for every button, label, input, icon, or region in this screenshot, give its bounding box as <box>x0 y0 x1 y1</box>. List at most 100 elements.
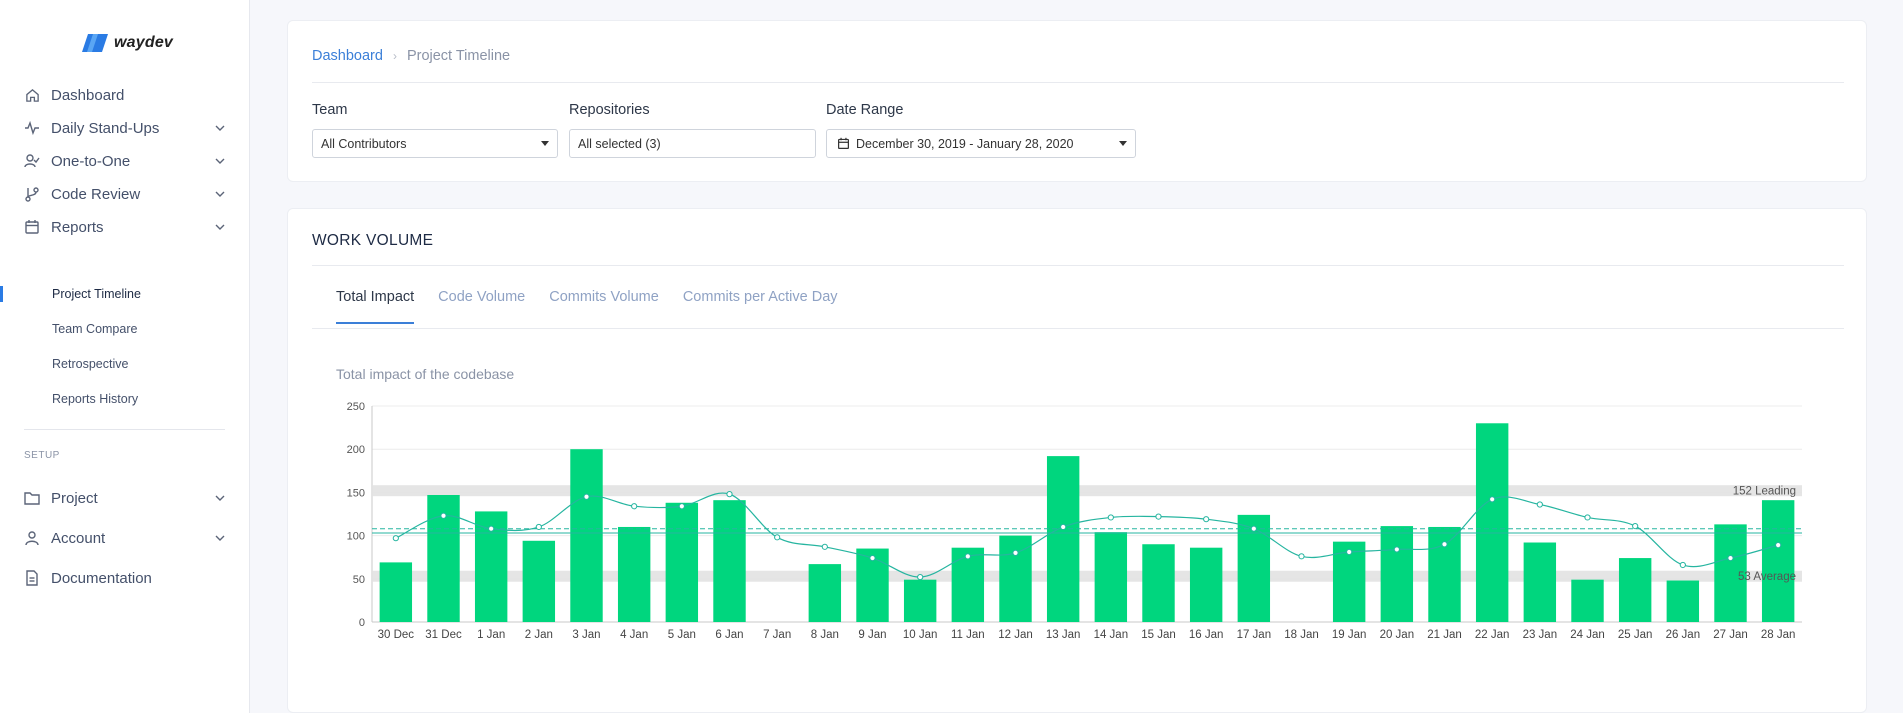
x-tick-label: 23 Jan <box>1523 629 1558 641</box>
sidebar-item-project-timeline[interactable]: Project Timeline <box>52 287 141 301</box>
trend-point <box>774 534 781 541</box>
nav-item-dashboard[interactable]: Dashboard <box>24 80 226 110</box>
nav-label: Dashboard <box>51 86 125 104</box>
calendar-icon <box>24 219 40 235</box>
bar <box>713 500 746 622</box>
y-tick-label: 200 <box>347 444 365 456</box>
y-tick-label: 0 <box>359 617 365 629</box>
breadcrumb-current: Project Timeline <box>406 48 511 64</box>
chevron-down-icon <box>215 158 225 164</box>
team-select[interactable]: All Contributors <box>312 129 558 158</box>
x-tick-label: 22 Jan <box>1475 629 1510 641</box>
sidebar-item-retrospective[interactable]: Retrospective <box>52 357 129 371</box>
nav-item-account[interactable]: Account <box>24 523 226 553</box>
trend-point <box>678 503 685 510</box>
bar <box>1189 547 1223 622</box>
trend-point <box>1775 542 1782 549</box>
nav-label: Daily Stand-Ups <box>51 119 160 137</box>
nav-item-project[interactable]: Project <box>24 483 226 513</box>
caret-down-icon <box>541 141 549 146</box>
bar <box>1761 500 1795 622</box>
waydev-logo-icon <box>82 34 108 52</box>
bar <box>903 579 937 622</box>
tab-code-volume[interactable]: Code Volume <box>438 289 526 305</box>
y-tick-label: 100 <box>347 531 365 543</box>
trend-point <box>392 535 399 542</box>
x-tick-label: 1 Jan <box>477 629 505 641</box>
repositories-select[interactable]: All selected (3) <box>569 129 816 158</box>
team-select-value: All Contributors <box>321 136 407 151</box>
x-tick-label: 10 Jan <box>903 629 938 641</box>
file-text-icon <box>24 570 40 586</box>
user-check-icon <box>24 153 40 169</box>
x-tick-label: 4 Jan <box>620 629 648 641</box>
nav-item-daily-standups[interactable]: Daily Stand-Ups <box>24 113 226 143</box>
trend-point <box>1679 561 1686 569</box>
bar <box>665 502 699 622</box>
trend-point <box>1346 548 1353 556</box>
metric-tabs: Total Impact Code Volume Commits Volume … <box>336 289 838 324</box>
chevron-right-icon: › <box>392 49 397 63</box>
nav-item-documentation[interactable]: Documentation <box>24 563 226 593</box>
total-impact-chart: 0 50 100 150 200 250 152 Leading 53 Average 30 D… <box>347 401 1802 641</box>
chevron-down-icon <box>215 224 225 230</box>
nav-item-reports[interactable]: Reports <box>24 212 226 242</box>
bar <box>1046 456 1080 622</box>
y-tick-label: 250 <box>347 401 365 413</box>
sidebar-item-team-compare[interactable]: Team Compare <box>52 322 138 336</box>
trend-point <box>869 554 876 562</box>
trend-point <box>1489 496 1496 503</box>
nav-item-code-review[interactable]: Code Review <box>24 179 226 209</box>
bar <box>999 535 1032 622</box>
nav-label: Account <box>51 529 106 547</box>
x-tick-label: 25 Jan <box>1618 629 1653 641</box>
tabs-divider <box>312 328 1844 329</box>
app-name: waydev <box>114 34 174 51</box>
nav-item-one-to-one[interactable]: One-to-One <box>24 146 226 176</box>
chevron-down-icon <box>215 125 225 131</box>
tab-commits-per-active-day[interactable]: Commits per Active Day <box>682 289 838 305</box>
chevron-down-icon <box>215 535 225 541</box>
x-tick-label: 3 Jan <box>572 629 600 641</box>
bar <box>951 547 985 622</box>
bar <box>1618 558 1652 622</box>
x-tick-label: 26 Jan <box>1666 629 1701 641</box>
filters-card: Dashboard › Project Timeline Team All Co… <box>287 20 1867 182</box>
team-label: Team <box>312 102 348 118</box>
section-divider <box>312 265 1844 266</box>
trend-point <box>1632 522 1639 530</box>
date-range-picker[interactable]: December 30, 2019 - January 28, 2020 <box>826 129 1136 158</box>
sidebar: waydev Dashboard Daily Stand-Ups One-to-… <box>0 0 250 713</box>
app-logo[interactable]: waydev <box>82 34 173 52</box>
trend-point <box>1584 514 1591 521</box>
bar <box>1666 580 1700 622</box>
band-label: 152 Leading <box>1733 486 1796 498</box>
trend-point <box>1298 553 1305 560</box>
breadcrumb-dashboard-link[interactable]: Dashboard <box>312 48 383 64</box>
active-indicator <box>0 286 3 302</box>
user-icon <box>24 530 40 546</box>
reference-band <box>372 570 1802 582</box>
x-tick-label: 5 Jan <box>668 629 696 641</box>
git-branch-icon <box>24 186 40 202</box>
x-tick-label: 17 Jan <box>1237 629 1272 641</box>
trend-point <box>1536 501 1543 508</box>
tab-total-impact[interactable]: Total Impact <box>336 289 415 324</box>
caret-down-icon <box>1119 141 1127 146</box>
bar <box>808 564 842 622</box>
x-tick-label: 11 Jan <box>951 629 985 641</box>
chevron-down-icon <box>215 495 225 501</box>
x-tick-label: 30 Dec <box>378 629 415 641</box>
tab-commits-volume[interactable]: Commits Volume <box>549 289 659 305</box>
trend-point <box>1060 523 1067 531</box>
sidebar-item-reports-history[interactable]: Reports History <box>52 392 139 406</box>
trend-point <box>583 493 590 500</box>
trend-point <box>1727 554 1734 562</box>
filters-divider <box>312 82 1844 83</box>
trend-point <box>821 543 828 550</box>
bar <box>1714 524 1747 622</box>
x-tick-label: 8 Jan <box>811 629 839 641</box>
bar <box>379 562 413 622</box>
x-tick-label: 19 Jan <box>1332 629 1367 641</box>
date-range-label: Date Range <box>826 102 904 118</box>
